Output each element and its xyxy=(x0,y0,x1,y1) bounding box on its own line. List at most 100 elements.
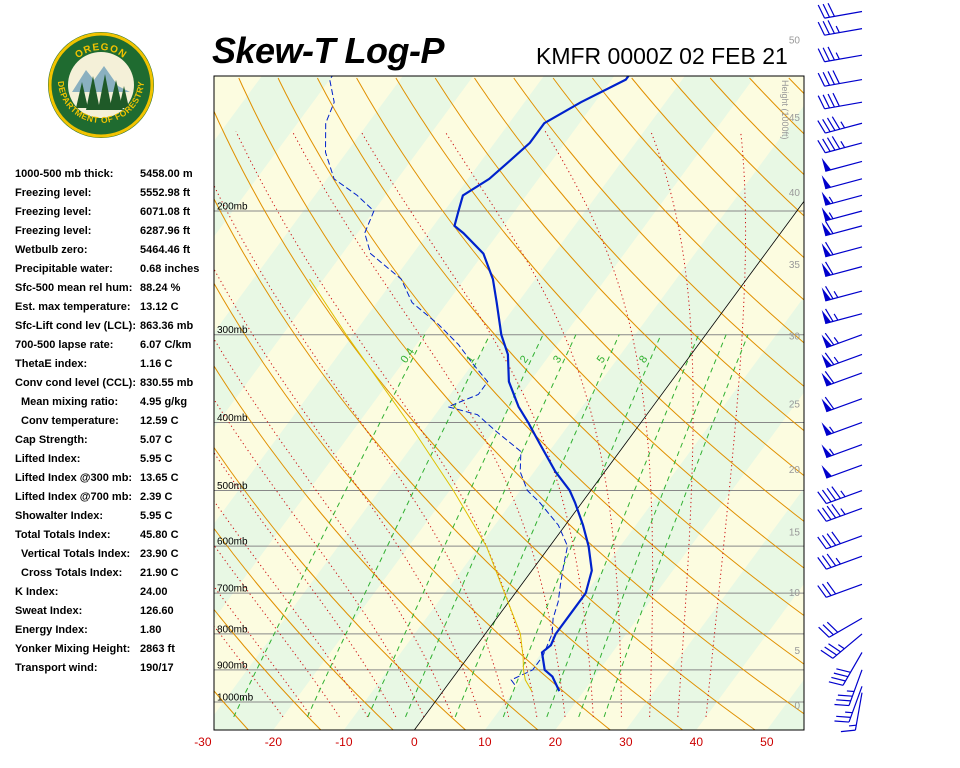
index-row: Showalter Index: 5.95 C xyxy=(15,510,215,529)
index-row: ThetaE index: 1.16 C xyxy=(15,358,215,377)
index-value: 21.90 C xyxy=(140,567,179,579)
dry-adiabat xyxy=(277,77,804,665)
index-label: Sfc-500 mean rel hum: xyxy=(15,282,133,294)
dry-adiabat xyxy=(552,77,804,344)
index-row: Freezing level: 6071.08 ft xyxy=(15,206,215,225)
wind-barb xyxy=(821,421,863,437)
wind-barb xyxy=(817,116,863,134)
index-value: 5.95 C xyxy=(140,453,173,465)
dry-adiabat xyxy=(513,77,804,387)
moist-adiabat xyxy=(544,131,654,717)
index-label: Transport wind: xyxy=(15,662,98,674)
mixing-ratio-label: 8 xyxy=(637,354,650,366)
height-tick-label: 20 xyxy=(789,465,801,476)
index-label: Total Totals Index: xyxy=(15,529,111,541)
isotherm-band xyxy=(0,76,121,730)
index-label: Lifted Index @700 mb: xyxy=(15,491,133,503)
wind-barb xyxy=(817,3,863,19)
index-value: 1.80 xyxy=(140,624,162,636)
wind-barb xyxy=(817,92,863,110)
temperature-tick-label: 20 xyxy=(549,735,563,749)
wind-barb xyxy=(817,581,863,598)
index-value: 23.90 C xyxy=(140,548,179,560)
pressure-label: 700mb xyxy=(217,584,248,595)
temperature-tick-label: 10 xyxy=(478,735,492,749)
index-row: Freezing level: 6287.96 ft xyxy=(15,225,215,244)
moist-adiabat xyxy=(214,338,453,718)
moist-adiabat xyxy=(214,544,340,718)
index-label: Freezing level: xyxy=(15,187,92,199)
dry-adiabat xyxy=(670,77,804,217)
index-label: Lifted Index @300 mb: xyxy=(15,472,133,484)
mixing-ratio-label: 2 xyxy=(518,354,531,366)
isotherm-band xyxy=(0,76,50,730)
isotherm-band xyxy=(343,105,804,730)
index-row: Conv temperature: 12.59 C xyxy=(15,415,215,434)
temperature-tick-label: 40 xyxy=(690,735,704,749)
index-value: 0.68 inches xyxy=(140,263,200,275)
mixing-ratio-label: 5 xyxy=(595,354,608,366)
index-row: K Index: 24.00 xyxy=(15,586,215,605)
index-label: 700-500 lapse rate: xyxy=(15,339,114,351)
index-value: 5464.46 ft xyxy=(140,244,191,256)
parcel-trace xyxy=(309,278,533,692)
isotherm-band xyxy=(214,76,333,237)
index-value: 45.80 C xyxy=(140,529,179,541)
dry-adiabat xyxy=(238,77,804,715)
index-value: 830.55 mb xyxy=(140,377,194,389)
index-row: Transport wind: 190/17 xyxy=(15,662,215,681)
wind-barb xyxy=(817,20,863,36)
index-label: Freezing level: xyxy=(15,225,92,237)
index-label: Yonker Mixing Height: xyxy=(15,643,131,655)
index-label: Conv temperature: xyxy=(21,415,119,427)
moist-adiabat xyxy=(650,131,694,717)
index-value: 190/17 xyxy=(140,662,174,674)
index-row: Sfc-Lift cond lev (LCL): 863.36 mb xyxy=(15,320,215,339)
mixing-ratio-line xyxy=(454,334,620,718)
index-value: 24.00 xyxy=(140,586,168,598)
index-value: 12.59 C xyxy=(140,415,179,427)
wind-barb xyxy=(817,46,863,63)
pressure-label: 800mb xyxy=(217,624,248,635)
height-tick-label: 15 xyxy=(789,528,801,539)
isotherm-band xyxy=(214,76,756,730)
moist-adiabat xyxy=(705,131,747,717)
wind-barb xyxy=(834,686,863,723)
index-row: Freezing level: 5552.98 ft xyxy=(15,187,215,206)
wind-barb xyxy=(821,286,863,302)
index-value: 126.60 xyxy=(140,605,174,617)
wind-barb xyxy=(817,531,863,550)
index-value: 5.95 C xyxy=(140,510,173,522)
pressure-label: 900mb xyxy=(217,660,248,671)
mixing-ratio-line xyxy=(405,334,577,718)
index-value: 4.95 g/kg xyxy=(140,396,188,408)
wind-barb xyxy=(821,261,863,278)
pressure-label: 300mb xyxy=(217,325,248,336)
index-row: Conv cond level (CCL): 830.55 mb xyxy=(15,377,215,396)
index-row: Mean mixing ratio: 4.95 g/kg xyxy=(15,396,215,415)
dry-adiabat xyxy=(395,77,804,523)
wind-barb xyxy=(821,308,863,325)
wind-barb xyxy=(817,70,863,87)
oregon-forestry-logo: OREGON DEPARTMENT OF FORESTRY xyxy=(48,32,154,138)
dry-adiabat xyxy=(214,608,322,730)
height-tick-label: 25 xyxy=(789,400,801,411)
station-time-label: KMFR 0000Z 02 FEB 21 xyxy=(536,43,788,69)
dry-adiabat xyxy=(434,77,804,477)
plot-area xyxy=(0,76,804,730)
pressure-label: 1000mb xyxy=(217,693,254,704)
pressure-label: 200mb xyxy=(217,202,248,213)
wind-barb xyxy=(821,157,863,172)
index-row: Energy Index: 1.80 xyxy=(15,624,215,643)
isotherm-band xyxy=(766,679,804,730)
dry-adiabat xyxy=(592,77,804,301)
index-value: 88.24 % xyxy=(140,282,181,294)
wind-barb xyxy=(821,220,863,237)
index-value: 6.07 C/km xyxy=(140,339,192,351)
index-label: Wetbulb zero: xyxy=(15,244,88,256)
wind-barb xyxy=(821,371,863,387)
index-row: Precipitable water: 0.68 inches xyxy=(15,263,215,282)
index-row: 1000-500 mb thick: 5458.00 m xyxy=(15,168,215,187)
wind-barb xyxy=(834,669,863,707)
